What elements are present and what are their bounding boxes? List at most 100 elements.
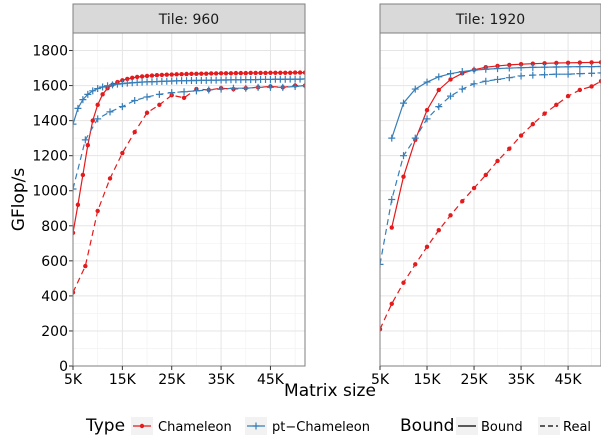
data-point <box>589 84 594 89</box>
facet-strip <box>72 3 306 34</box>
facet-title: Tile: 1920 <box>455 12 525 28</box>
data-point <box>470 80 478 88</box>
data-point <box>291 82 299 90</box>
data-point <box>79 96 87 104</box>
data-point <box>552 70 560 78</box>
data-point <box>125 76 130 82</box>
data-point <box>189 71 194 77</box>
data-point <box>554 60 559 66</box>
data-point <box>204 71 209 76</box>
data-point <box>389 301 394 306</box>
series-group <box>73 70 305 295</box>
x-tick-label: 25K <box>461 372 489 388</box>
data-point <box>107 176 113 181</box>
data-point <box>597 62 601 70</box>
x-tick-label: 15K <box>414 372 442 388</box>
data-point <box>218 71 224 76</box>
y-tick-label: 1800 <box>32 44 68 60</box>
data-point <box>75 202 81 207</box>
panel-1: Tile: 1920 5K 15K 25K 35K 45K <box>371 3 601 388</box>
data-point <box>179 71 184 77</box>
legend-label-type: Chameleon <box>158 420 232 435</box>
data-point <box>229 84 237 92</box>
data-point <box>401 280 406 285</box>
data-point <box>95 208 100 214</box>
data-point <box>85 142 91 148</box>
data-point <box>577 87 583 93</box>
data-point <box>258 70 263 76</box>
data-point <box>413 262 418 267</box>
data-point <box>529 71 537 79</box>
data-point <box>242 84 250 92</box>
data-point <box>104 82 112 90</box>
legend-label-type: pt−Chameleon <box>272 420 370 435</box>
series-line-Chameleon-real <box>73 84 305 293</box>
data-point <box>388 196 396 203</box>
data-point <box>505 74 513 82</box>
y-tick-label: 200 <box>41 324 68 340</box>
data-point <box>233 70 239 76</box>
legend-label-bound: Real <box>563 420 591 435</box>
data-point <box>380 260 384 268</box>
data-point <box>302 70 305 75</box>
data-point <box>517 64 525 72</box>
data-point <box>301 75 305 83</box>
y-tick-label: 1200 <box>32 149 68 165</box>
y-tick-label: 0 <box>59 359 68 375</box>
data-point <box>283 70 288 75</box>
panel-background <box>73 33 305 366</box>
data-point <box>174 72 179 77</box>
data-point <box>154 73 160 78</box>
data-point <box>297 70 303 75</box>
data-point <box>209 71 214 76</box>
data-point <box>588 63 596 71</box>
data-point <box>120 150 125 156</box>
data-point <box>447 70 455 78</box>
data-point <box>494 65 502 73</box>
data-point <box>266 83 274 91</box>
facet-strip <box>379 3 601 34</box>
data-point <box>494 75 502 83</box>
data-point <box>100 92 105 97</box>
data-point <box>589 60 594 65</box>
data-point <box>254 83 262 91</box>
legend-title-bound: Bound <box>400 416 454 436</box>
data-point <box>448 213 453 218</box>
data-point <box>95 102 100 108</box>
data-point <box>144 73 150 79</box>
x-tick-label: 5K <box>64 372 83 388</box>
data-point <box>180 88 188 96</box>
y-tick-label: 800 <box>41 219 68 235</box>
data-point <box>380 326 383 332</box>
data-point <box>157 102 162 108</box>
data-point <box>576 63 584 71</box>
series-group <box>380 60 601 332</box>
data-point <box>159 72 165 78</box>
data-point <box>73 185 77 193</box>
data-point <box>482 77 490 85</box>
data-point <box>517 72 525 80</box>
data-point <box>447 92 455 100</box>
data-point <box>424 107 430 113</box>
data-point <box>565 93 571 99</box>
data-point <box>168 89 176 97</box>
legend-title-type: Type <box>85 416 125 436</box>
data-point <box>518 133 524 138</box>
data-point <box>194 71 199 77</box>
data-point <box>106 108 114 116</box>
x-tick-label: 45K <box>555 372 583 388</box>
data-point <box>94 115 102 123</box>
data-point <box>411 85 419 93</box>
data-point <box>118 103 126 111</box>
data-point <box>181 95 187 101</box>
data-point <box>458 68 466 76</box>
data-point <box>577 60 583 65</box>
data-point <box>217 85 225 93</box>
data-point <box>84 90 92 98</box>
data-point <box>460 199 465 204</box>
y-tick-label: 1000 <box>32 184 68 200</box>
data-point <box>73 120 77 128</box>
data-point <box>155 90 163 98</box>
y-tick-label: 1600 <box>32 79 68 95</box>
